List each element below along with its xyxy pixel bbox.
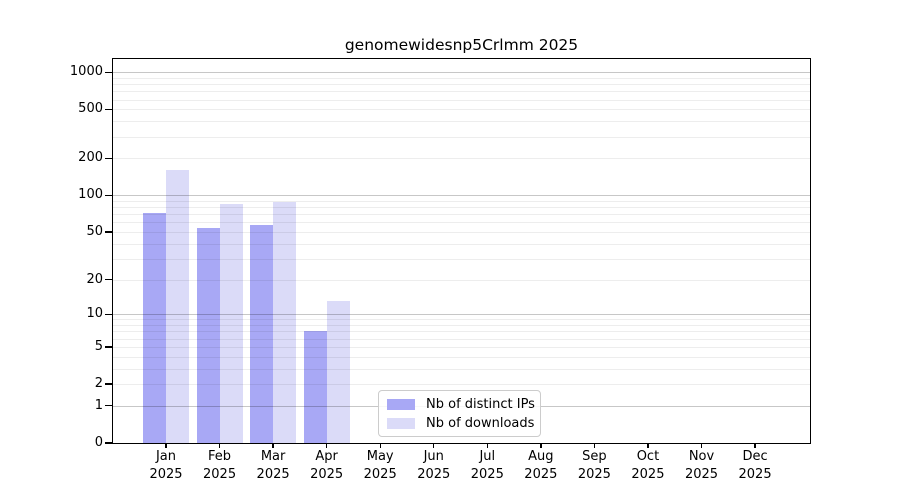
x-tick-label-jun: Jun 2025	[417, 449, 451, 482]
bar-jan-distinct-ips	[143, 212, 166, 443]
y-tick-label-0: 0	[94, 435, 103, 450]
gridline-100	[113, 195, 810, 197]
plot-area: Nb of distinct IPs Nb of downloads	[113, 59, 810, 443]
gridline-600	[113, 99, 810, 101]
bar-mar-downloads	[273, 202, 297, 443]
bar-feb-distinct-ips	[196, 227, 220, 443]
x-tick-label-jan: Jan 2025	[149, 449, 183, 482]
x-tick-mark-feb	[218, 443, 221, 448]
bar-feb-downloads	[219, 203, 243, 443]
gridline-9	[113, 319, 810, 321]
gridline-2	[113, 384, 810, 386]
y-tick-label-100: 100	[78, 187, 103, 203]
y-tick-mark-200	[105, 157, 112, 160]
y-tick-mark-2	[105, 383, 112, 385]
gridline-70	[113, 214, 810, 216]
legend-item-downloads: Nb of downloads	[387, 415, 535, 431]
gridline-400	[113, 121, 810, 123]
y-tick-label-2: 2	[94, 376, 103, 392]
legend-item-distinct-ips: Nb of distinct IPs	[387, 396, 535, 412]
x-tick-label-nov: Nov 2025	[684, 449, 719, 482]
legend-swatch-distinct-ips	[387, 398, 415, 410]
gridline-1000	[113, 72, 810, 74]
x-tick-mark-oct	[647, 443, 649, 448]
gridline-30	[113, 258, 810, 260]
y-tick-label-500: 500	[78, 101, 103, 117]
x-tick-mark-jul	[486, 443, 488, 448]
gridline-7	[113, 331, 810, 333]
bar-jan-downloads	[166, 169, 189, 443]
x-tick-label-may: May 2025	[363, 449, 397, 482]
x-tick-mark-jun	[433, 443, 435, 448]
bar-apr-distinct-ips	[303, 331, 327, 443]
bar-apr-downloads	[326, 301, 350, 443]
y-tick-mark-5	[105, 346, 112, 348]
gridline-90	[113, 200, 810, 202]
x-tick-mark-dec	[754, 443, 756, 448]
gridline-300	[113, 136, 810, 138]
x-tick-mark-aug	[540, 443, 542, 448]
gridlines-layer	[113, 59, 810, 443]
gridline-5	[113, 346, 810, 348]
bars-layer	[113, 59, 810, 443]
gridline-6	[113, 338, 810, 340]
y-tick-label-1000: 1000	[69, 64, 103, 80]
gridline-700	[113, 91, 810, 93]
y-tick-mark-1000	[105, 71, 112, 73]
gridline-4	[113, 356, 810, 358]
y-tick-mark-500	[105, 108, 112, 111]
gridline-40	[113, 243, 810, 245]
y-tick-label-200: 200	[78, 150, 103, 166]
x-tick-mark-jan	[165, 443, 167, 448]
gridline-60	[113, 222, 810, 224]
y-tick-mark-10	[105, 313, 112, 315]
x-tick-label-oct: Oct 2025	[631, 449, 665, 482]
chart-title: genomewidesnp5Crlmm 2025	[344, 36, 579, 54]
gridline-500	[113, 109, 810, 111]
legend: Nb of distinct IPs Nb of downloads	[378, 390, 541, 437]
x-tick-label-sep: Sep 2025	[577, 449, 611, 482]
x-tick-mark-may	[379, 443, 381, 448]
x-tick-mark-nov	[700, 443, 703, 448]
gridline-50	[113, 231, 810, 233]
gridline-900	[113, 77, 810, 79]
y-tick-label-20: 20	[86, 271, 103, 287]
x-tick-label-aug: Aug 2025	[524, 449, 558, 482]
y-tick-mark-50	[105, 231, 112, 233]
y-tick-mark-1	[105, 405, 112, 407]
legend-label-downloads: Nb of downloads	[426, 415, 535, 431]
gridline-80	[113, 207, 810, 209]
y-tick-mark-100	[105, 194, 112, 197]
x-tick-label-dec: Dec 2025	[738, 449, 772, 482]
x-tick-label-feb: Feb 2025	[203, 449, 237, 482]
x-tick-label-mar: Mar 2025	[256, 449, 290, 482]
legend-label-distinct-ips: Nb of distinct IPs	[426, 396, 535, 412]
x-tick-mark-apr	[325, 443, 328, 448]
x-tick-mark-mar	[272, 443, 274, 448]
gridline-20	[113, 279, 810, 281]
gridline-8	[113, 325, 810, 327]
y-tick-mark-20	[105, 278, 112, 281]
y-tick-label-10: 10	[86, 306, 103, 322]
x-tick-mark-sep	[593, 443, 596, 448]
x-tick-label-jul: Jul 2025	[470, 449, 504, 482]
gridline-3	[113, 368, 810, 370]
y-tick-mark-0	[105, 442, 112, 444]
gridline-10	[113, 314, 810, 316]
bar-mar-distinct-ips	[250, 225, 274, 443]
legend-swatch-downloads	[387, 417, 415, 429]
y-tick-label-1: 1	[94, 397, 103, 413]
x-tick-label-apr: Apr 2025	[310, 449, 344, 482]
gridline-800	[113, 84, 810, 86]
gridline-200	[113, 158, 810, 160]
y-tick-label-5: 5	[94, 338, 103, 354]
y-tick-label-50: 50	[86, 223, 103, 239]
